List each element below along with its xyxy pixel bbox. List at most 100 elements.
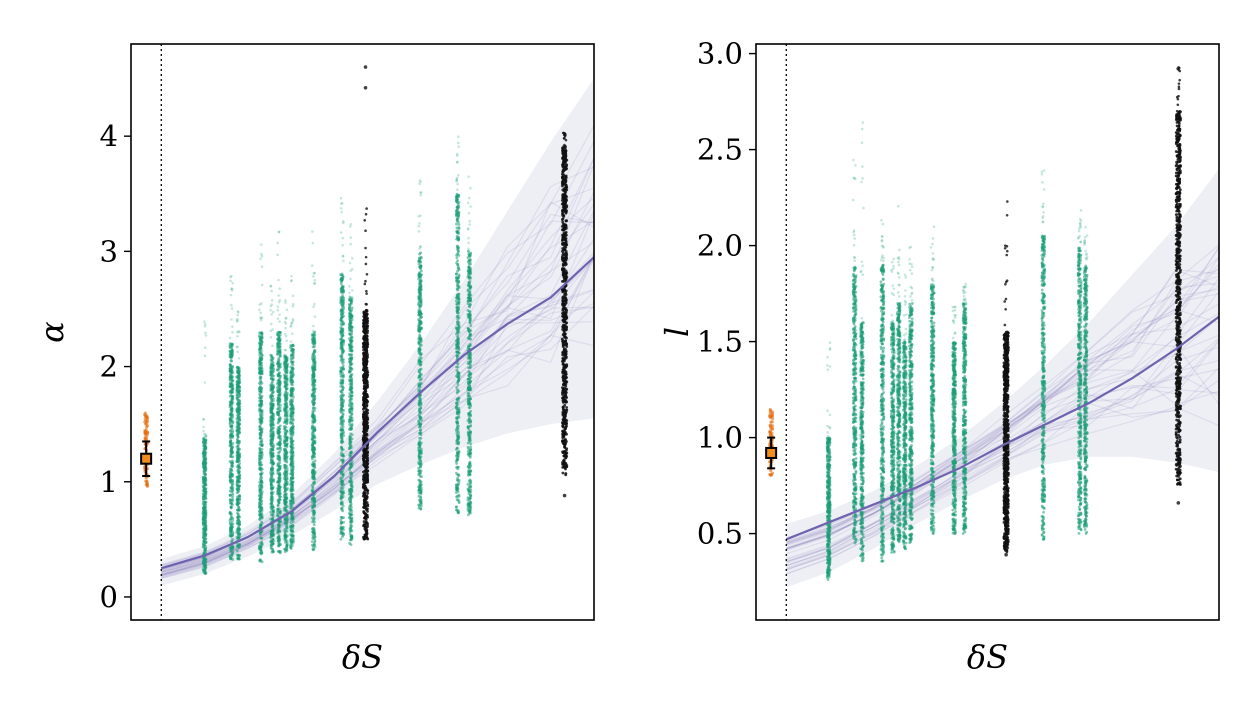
- data-point: [230, 379, 234, 383]
- data-point: [270, 313, 273, 316]
- data-point: [291, 305, 295, 308]
- data-point: [271, 443, 275, 447]
- data-point: [260, 536, 264, 540]
- data-point: [312, 305, 315, 309]
- data-point: [230, 303, 233, 307]
- data-point: [341, 294, 344, 297]
- data-point: [289, 546, 293, 549]
- data-point: [291, 294, 295, 298]
- data-point: [366, 331, 369, 335]
- data-point: [312, 513, 316, 517]
- data-point: [284, 481, 288, 485]
- data-point: [276, 507, 280, 511]
- data-point: [278, 424, 282, 428]
- data-point: [204, 524, 208, 528]
- data-point: [348, 520, 352, 524]
- data-point: [342, 434, 346, 437]
- data-point: [269, 486, 273, 490]
- data-point: [203, 354, 207, 358]
- data-point: [341, 236, 345, 240]
- data-point: [350, 325, 354, 329]
- data-point: [340, 516, 344, 520]
- data-point: [201, 476, 205, 479]
- data-point: [235, 429, 239, 433]
- data-point: [202, 436, 206, 440]
- data-point: [203, 454, 207, 458]
- data-point: [339, 497, 343, 501]
- data-point: [229, 517, 232, 521]
- data-point: [349, 277, 352, 281]
- data-point: [271, 466, 274, 470]
- data-point: [236, 511, 239, 515]
- data-point: [228, 373, 232, 376]
- data-point: [276, 447, 280, 451]
- data-point: [348, 476, 352, 480]
- data-point: [341, 386, 345, 390]
- data-point: [269, 530, 273, 533]
- data-point: [349, 500, 353, 504]
- data-point: [290, 322, 293, 325]
- data-point: [229, 293, 233, 297]
- data-point: [285, 475, 289, 478]
- data-point: [238, 466, 242, 470]
- data-point: [271, 509, 275, 513]
- data-point: [260, 394, 264, 398]
- data-point: [238, 389, 242, 393]
- data-point: [341, 491, 345, 495]
- data-point: [229, 359, 233, 363]
- data-point: [311, 506, 315, 510]
- data-point: [310, 516, 314, 520]
- data-point: [269, 335, 273, 339]
- data-point: [237, 553, 241, 557]
- data-point: [313, 354, 316, 358]
- data-point: [259, 316, 262, 319]
- data-point: [277, 230, 281, 234]
- data-point: [231, 442, 235, 445]
- data-point: [348, 369, 352, 372]
- data-point: [202, 450, 206, 453]
- data-point: [310, 471, 314, 474]
- data-point: [235, 425, 239, 429]
- data-point: [230, 318, 233, 321]
- data-point: [279, 362, 282, 366]
- data-point: [313, 394, 316, 398]
- data-point: [276, 471, 280, 475]
- data-point: [348, 466, 352, 470]
- data-point: [339, 231, 343, 234]
- data-point: [204, 505, 208, 509]
- data-point: [235, 488, 239, 491]
- data-point: [311, 487, 315, 490]
- data-point: [290, 493, 294, 497]
- data-point: [276, 489, 280, 493]
- data-point: [269, 329, 273, 333]
- data-point: [342, 296, 345, 300]
- data-point: [228, 498, 232, 501]
- data-point: [291, 343, 295, 347]
- data-point: [228, 522, 232, 526]
- data-point: [235, 402, 239, 406]
- data-point: [311, 367, 315, 370]
- data-point: [350, 418, 354, 422]
- data-point: [278, 398, 282, 402]
- data-point: [290, 390, 294, 394]
- data-point: [350, 433, 354, 437]
- data-point: [348, 356, 352, 360]
- data-point: [290, 468, 293, 472]
- data-point: [235, 549, 239, 553]
- model-column: [310, 230, 317, 552]
- data-point: [202, 418, 206, 421]
- data-point: [347, 302, 351, 306]
- data-point: [289, 357, 293, 361]
- data-point: [277, 420, 280, 424]
- data-point: [238, 494, 241, 498]
- data-point: [260, 386, 263, 390]
- data-point: [310, 483, 314, 487]
- data-point: [312, 509, 316, 513]
- data-point: [229, 525, 233, 529]
- data-point: [259, 391, 263, 394]
- data-point: [203, 324, 207, 328]
- data-point: [276, 431, 280, 434]
- data-point: [271, 513, 275, 517]
- data-point: [260, 443, 264, 446]
